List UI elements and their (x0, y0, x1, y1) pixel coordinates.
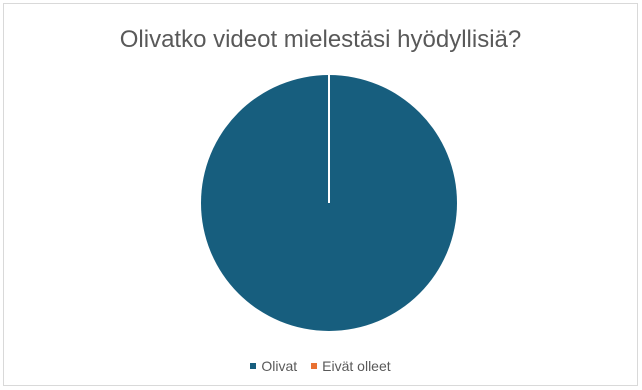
chart-frame: Olivatko videot mielestäsi hyödyllisiä? … (3, 3, 638, 386)
chart-legend: Olivat Eivät olleet (4, 358, 637, 374)
legend-swatch (311, 363, 318, 369)
chart-title: Olivatko videot mielestäsi hyödyllisiä? (119, 26, 522, 53)
pie-chart (201, 75, 457, 331)
legend-label: Olivat (261, 358, 298, 374)
legend-item-eivät-olleet: Eivät olleet (311, 358, 391, 374)
legend-swatch (250, 363, 257, 369)
legend-label: Eivät olleet (322, 358, 391, 374)
legend-item-olivat: Olivat (250, 358, 297, 374)
